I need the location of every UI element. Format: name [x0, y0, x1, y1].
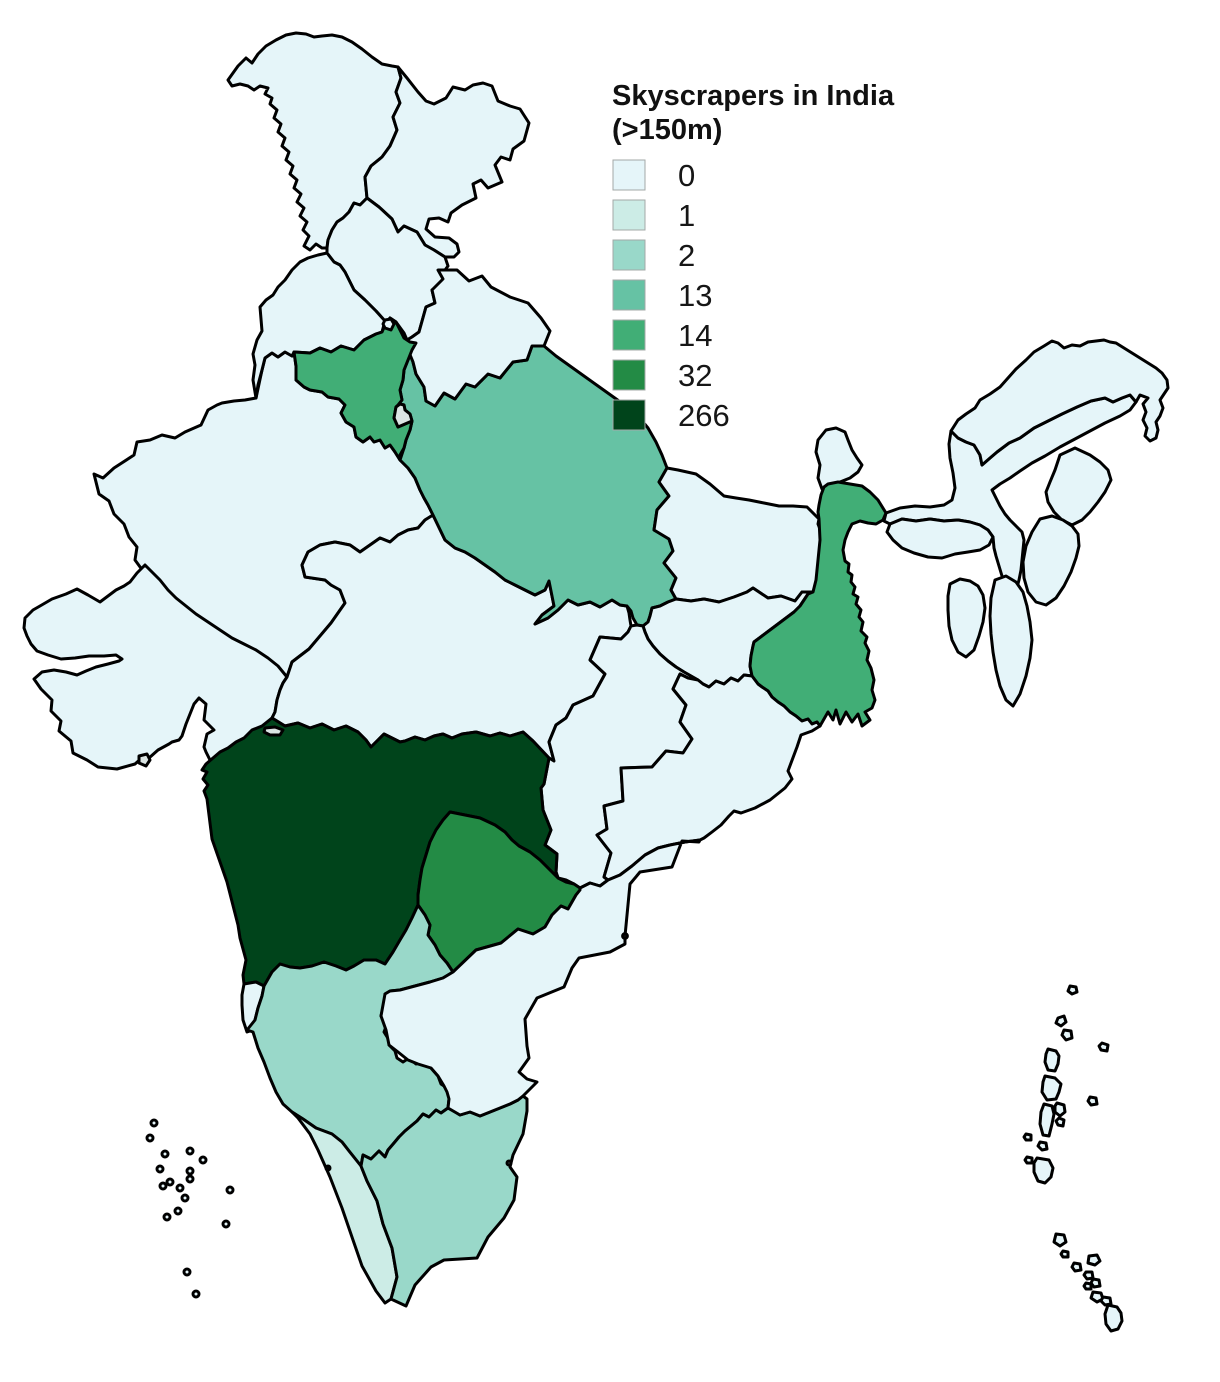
svg-text:(>150m): (>150m)	[612, 114, 722, 146]
svg-text:0: 0	[678, 158, 695, 193]
svg-text:266: 266	[678, 398, 730, 433]
svg-text:Skyscrapers in India: Skyscrapers in India	[612, 80, 895, 112]
svg-text:2: 2	[678, 238, 695, 273]
svg-text:13: 13	[678, 278, 712, 313]
svg-text:32: 32	[678, 358, 712, 393]
svg-text:1: 1	[678, 198, 695, 233]
svg-text:14: 14	[678, 318, 712, 353]
